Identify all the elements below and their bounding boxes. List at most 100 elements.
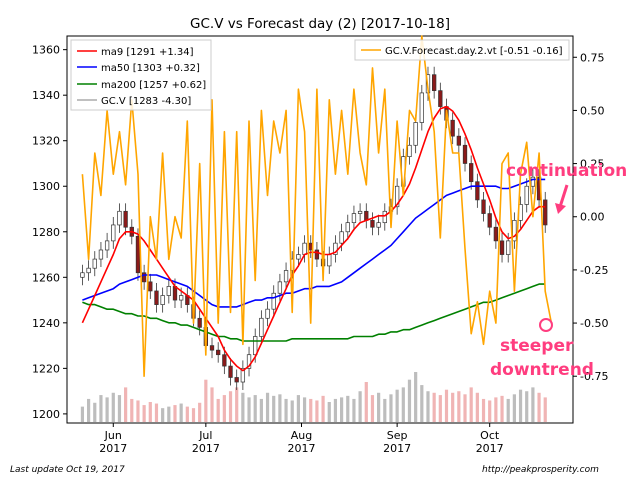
volume-bar (531, 387, 535, 422)
x-axis-tick-month: Jul (198, 429, 212, 442)
volume-bar (525, 391, 529, 422)
left-axis-tick-label: 1260 (32, 271, 60, 284)
candle-body (438, 90, 443, 107)
left-axis-tick-label: 1220 (32, 362, 60, 375)
x-axis-tick-year: 2017 (383, 442, 411, 455)
right-axis-tick-label: 0.50 (580, 104, 605, 117)
candle-body (432, 74, 437, 91)
candle-body (493, 226, 499, 242)
annotations: continuation steeper downtrend (490, 161, 627, 380)
volume-bar (111, 392, 115, 422)
volume-bar (451, 392, 455, 422)
candle-body (166, 286, 171, 296)
volume-bar (235, 387, 239, 422)
volume-bar (309, 398, 313, 422)
volume-bar (444, 389, 449, 422)
volume-bar (414, 372, 418, 422)
candle-body (543, 199, 548, 226)
volume-bar (167, 406, 171, 422)
volume-bar (352, 398, 356, 422)
candle-body (481, 199, 486, 214)
candle-body (104, 240, 110, 251)
candle-body (154, 290, 159, 305)
volume-bar (198, 402, 202, 422)
candle-body (253, 336, 258, 356)
candle-body (92, 258, 97, 269)
candle-body (240, 368, 246, 383)
volume-bar (500, 395, 504, 422)
volume-bar (543, 397, 547, 422)
volume-bar (241, 392, 245, 422)
candle-body (506, 240, 511, 255)
x-axis-tick-year: 2017 (476, 442, 504, 455)
volume-bar (506, 398, 510, 422)
candle-body (197, 317, 202, 328)
candle-body (222, 354, 227, 367)
volume-bar (86, 398, 91, 422)
candle-body (209, 345, 215, 351)
volume-bar (93, 402, 97, 422)
candle-body (370, 220, 375, 228)
candle-body (376, 222, 381, 228)
volume-bar (315, 400, 319, 422)
volume-bar (259, 398, 263, 422)
candle-body (228, 365, 233, 378)
legend-left: ma9 [1291 +1.34] ma50 [1303 +0.32] ma200… (70, 39, 212, 111)
annotation-target-circle (539, 318, 553, 332)
volume-bar (426, 391, 430, 422)
candle-body (351, 213, 357, 224)
candle-body (327, 254, 332, 267)
volume-bar (179, 403, 183, 422)
volume-bar (432, 392, 436, 422)
x-axis-tick-year: 2017 (287, 442, 315, 455)
volume-bar (481, 398, 486, 422)
candle-body (302, 242, 307, 255)
volume-bar (377, 392, 381, 422)
left-axis-tick-label: 1340 (32, 89, 60, 102)
volume-bar (327, 402, 331, 422)
volume-bar (395, 389, 399, 422)
candle-body (277, 281, 283, 294)
left-axis-tick-label: 1300 (32, 180, 60, 193)
right-axis-tick-label: -0.25 (580, 264, 608, 277)
candle-body (450, 119, 455, 137)
volume-bar (173, 405, 177, 422)
volume-layer (80, 372, 547, 422)
candle-body (234, 377, 239, 383)
candle-body (407, 144, 412, 158)
volume-bar (512, 394, 516, 422)
volume-bar (321, 395, 325, 422)
series-ma9 (81, 105, 546, 372)
volume-bar (253, 395, 257, 422)
volume-bar (401, 387, 405, 422)
candle-body (172, 286, 178, 301)
volume-bar (204, 379, 208, 422)
volume-bar (117, 395, 122, 422)
axis-layer: 1200 1220 1240 1260 1280 1300 1320 1340 1360 0.75… (32, 44, 608, 455)
left-axis-tick-label: 1200 (32, 408, 60, 421)
candle-body (314, 249, 320, 260)
candle-body (246, 354, 252, 369)
annotation-continuation-arrowhead (555, 203, 566, 214)
volume-bar (475, 392, 479, 422)
candle-body (123, 210, 128, 228)
candle-body (216, 349, 221, 356)
candle-body (265, 308, 270, 319)
candle-body (462, 144, 468, 164)
x-axis-tick-month: Aug (291, 429, 312, 442)
candle-body (283, 270, 289, 283)
volume-bar (191, 408, 196, 422)
volume-bar (518, 389, 523, 422)
volume-bar (290, 400, 294, 422)
volume-bar (339, 397, 344, 422)
volume-bar (136, 400, 140, 422)
volume-bar (364, 382, 368, 422)
candle-body (117, 210, 122, 226)
volume-bar (278, 394, 282, 422)
right-axis-tick-label: -0.75 (580, 370, 608, 383)
volume-bar (284, 398, 288, 422)
candle-body (512, 220, 517, 242)
right-axis-tick-label: 0.00 (580, 211, 605, 224)
left-axis-tick-label: 1360 (32, 44, 60, 57)
series-forecast (81, 35, 553, 378)
